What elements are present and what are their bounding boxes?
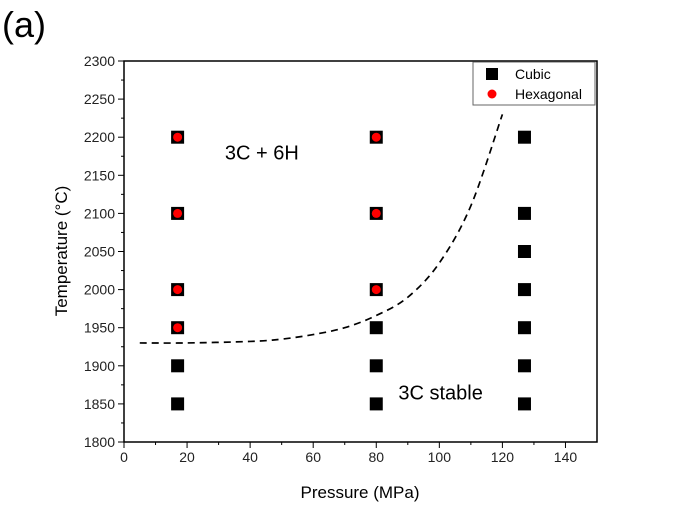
cubic-point — [369, 321, 383, 335]
x-axis-label: Pressure (MPa) — [300, 483, 419, 502]
x-tick-label: 40 — [242, 449, 258, 465]
hexagonal-point — [173, 132, 183, 142]
hexagonal-point — [173, 285, 183, 295]
x-tick-label: 100 — [428, 449, 452, 465]
cubic-point — [517, 206, 531, 220]
y-tick-label: 2150 — [84, 167, 115, 183]
x-tick-label: 0 — [120, 449, 128, 465]
x-tick-label: 120 — [491, 449, 515, 465]
annotation-3c-stable: 3C stable — [398, 382, 483, 404]
legend-label-hexagonal: Hexagonal — [515, 86, 582, 102]
x-tick-label: 20 — [179, 449, 195, 465]
hexagonal-point — [371, 132, 381, 142]
phase-boundary-curve — [139, 114, 504, 344]
cubic-point — [517, 130, 531, 144]
cubic-point — [171, 359, 185, 373]
hexagonal-point — [371, 285, 381, 295]
cubic-point — [517, 359, 531, 373]
y-tick-label: 1950 — [84, 320, 115, 336]
annotation-3c-6h: 3C + 6H — [225, 142, 299, 164]
legend: Cubic Hexagonal — [472, 61, 596, 106]
y-tick-label: 1800 — [84, 434, 115, 450]
panel-label: (a) — [2, 4, 46, 45]
y-tick-label: 1850 — [84, 396, 115, 412]
hexagonal-point — [173, 323, 183, 333]
hexagonal-point — [371, 208, 381, 218]
y-tick-label: 2050 — [84, 244, 115, 260]
y-tick-label: 2100 — [84, 205, 115, 221]
cubic-point — [369, 397, 383, 411]
hexagonal-point — [173, 208, 183, 218]
cubic-point — [369, 359, 383, 373]
y-tick-label: 2200 — [84, 129, 115, 145]
x-tick-label: 140 — [554, 449, 578, 465]
y-tick-label: 2000 — [84, 282, 115, 298]
y-tick-label: 1900 — [84, 358, 115, 374]
x-tick-label: 80 — [368, 449, 384, 465]
y-axis-label: Temperature (°C) — [52, 186, 71, 317]
legend-label-cubic: Cubic — [515, 66, 551, 82]
cubic-point — [517, 321, 531, 335]
y-tick-label: 2300 — [84, 53, 115, 69]
cubic-point — [517, 397, 531, 411]
cubic-point — [171, 397, 185, 411]
cubic-point — [517, 245, 531, 258]
legend-cubic-marker — [486, 68, 498, 80]
legend-hexagonal-marker — [487, 89, 497, 99]
y-tick-label: 2250 — [84, 91, 115, 107]
x-tick-label: 60 — [305, 449, 321, 465]
cubic-point — [517, 283, 531, 297]
